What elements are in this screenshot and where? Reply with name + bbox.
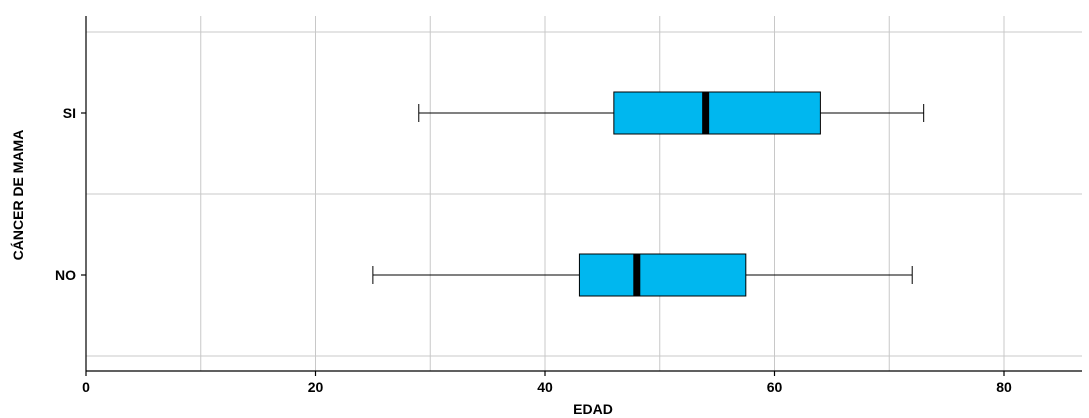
box-si — [614, 92, 821, 134]
grid-layer — [86, 16, 1082, 371]
axis-layer: 0 20 40 60 80 SI NO — [55, 16, 1082, 395]
x-tick-label-20: 20 — [308, 379, 324, 395]
y-tick-label-si: SI — [63, 105, 76, 121]
x-tick-label-80: 80 — [996, 379, 1012, 395]
x-tick-label-40: 40 — [537, 379, 553, 395]
x-tick-label-60: 60 — [767, 379, 783, 395]
x-axis-title: EDAD — [573, 401, 613, 417]
y-axis-title: CÁNCER DE MAMA — [10, 130, 26, 261]
x-tick-label-0: 0 — [82, 379, 90, 395]
y-tick-label-no: NO — [55, 267, 76, 283]
box-no — [579, 254, 745, 296]
